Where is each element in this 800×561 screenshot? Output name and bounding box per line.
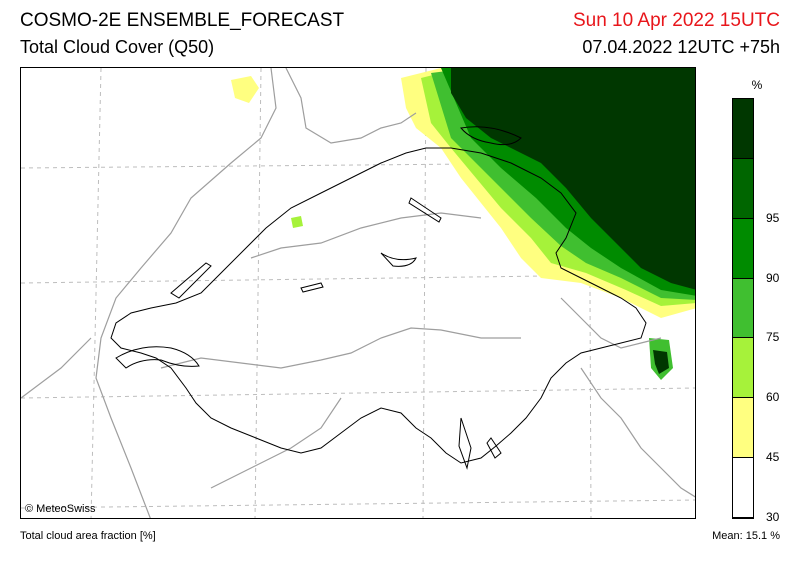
lakes	[115, 126, 522, 470]
forecast-map: © MeteoSwiss	[20, 67, 696, 519]
legend-band	[733, 398, 753, 459]
cloud-cover-field	[231, 68, 695, 380]
legend-tick-label: 75	[766, 330, 780, 345]
legend-band	[733, 338, 753, 399]
legend-band	[733, 158, 753, 219]
legend-band	[733, 99, 753, 159]
swiss-border	[110, 147, 647, 464]
cloud-patch-jura	[291, 216, 303, 228]
run-time: 07.04.2022 12UTC +75h	[582, 37, 780, 57]
legend-tick-label: 60	[766, 390, 780, 405]
legend-tick-label: 30	[766, 510, 780, 524]
copyright-label: © MeteoSwiss	[25, 503, 96, 515]
lake-neuchatel	[170, 262, 212, 299]
lake-thun	[300, 282, 324, 293]
legend-tick-label: 45	[766, 450, 780, 465]
variable-label: Total cloud area fraction [%]	[20, 530, 156, 542]
chart-title: COSMO-2E ENSEMBLE_FORECAST	[20, 10, 345, 31]
lake-lugano	[486, 437, 502, 459]
cloud-band-95	[451, 68, 695, 290]
map-canvas	[21, 68, 695, 518]
legend-band	[733, 278, 753, 339]
legend-band	[733, 458, 753, 518]
legend-tick-label: 90	[766, 270, 780, 285]
cloud-patch-south-95	[653, 350, 669, 374]
legend-unit: %	[751, 78, 763, 92]
lake-constance	[460, 126, 522, 146]
color-legend	[732, 98, 754, 519]
legend-tick-label: 95	[766, 210, 780, 225]
lake-maggiore	[458, 417, 472, 470]
lake-geneva	[115, 346, 200, 369]
lake-lucerne	[380, 252, 417, 267]
mean-value: Mean: 15.1 %	[712, 530, 780, 542]
cloud-patch-west	[231, 76, 259, 103]
chart-subtitle: Total Cloud Cover (Q50)	[20, 37, 215, 57]
country-borders	[21, 68, 695, 518]
valid-time: Sun 10 Apr 2022 15UTC	[572, 10, 780, 31]
legend-band	[733, 218, 753, 279]
lake-zurich	[408, 197, 442, 223]
